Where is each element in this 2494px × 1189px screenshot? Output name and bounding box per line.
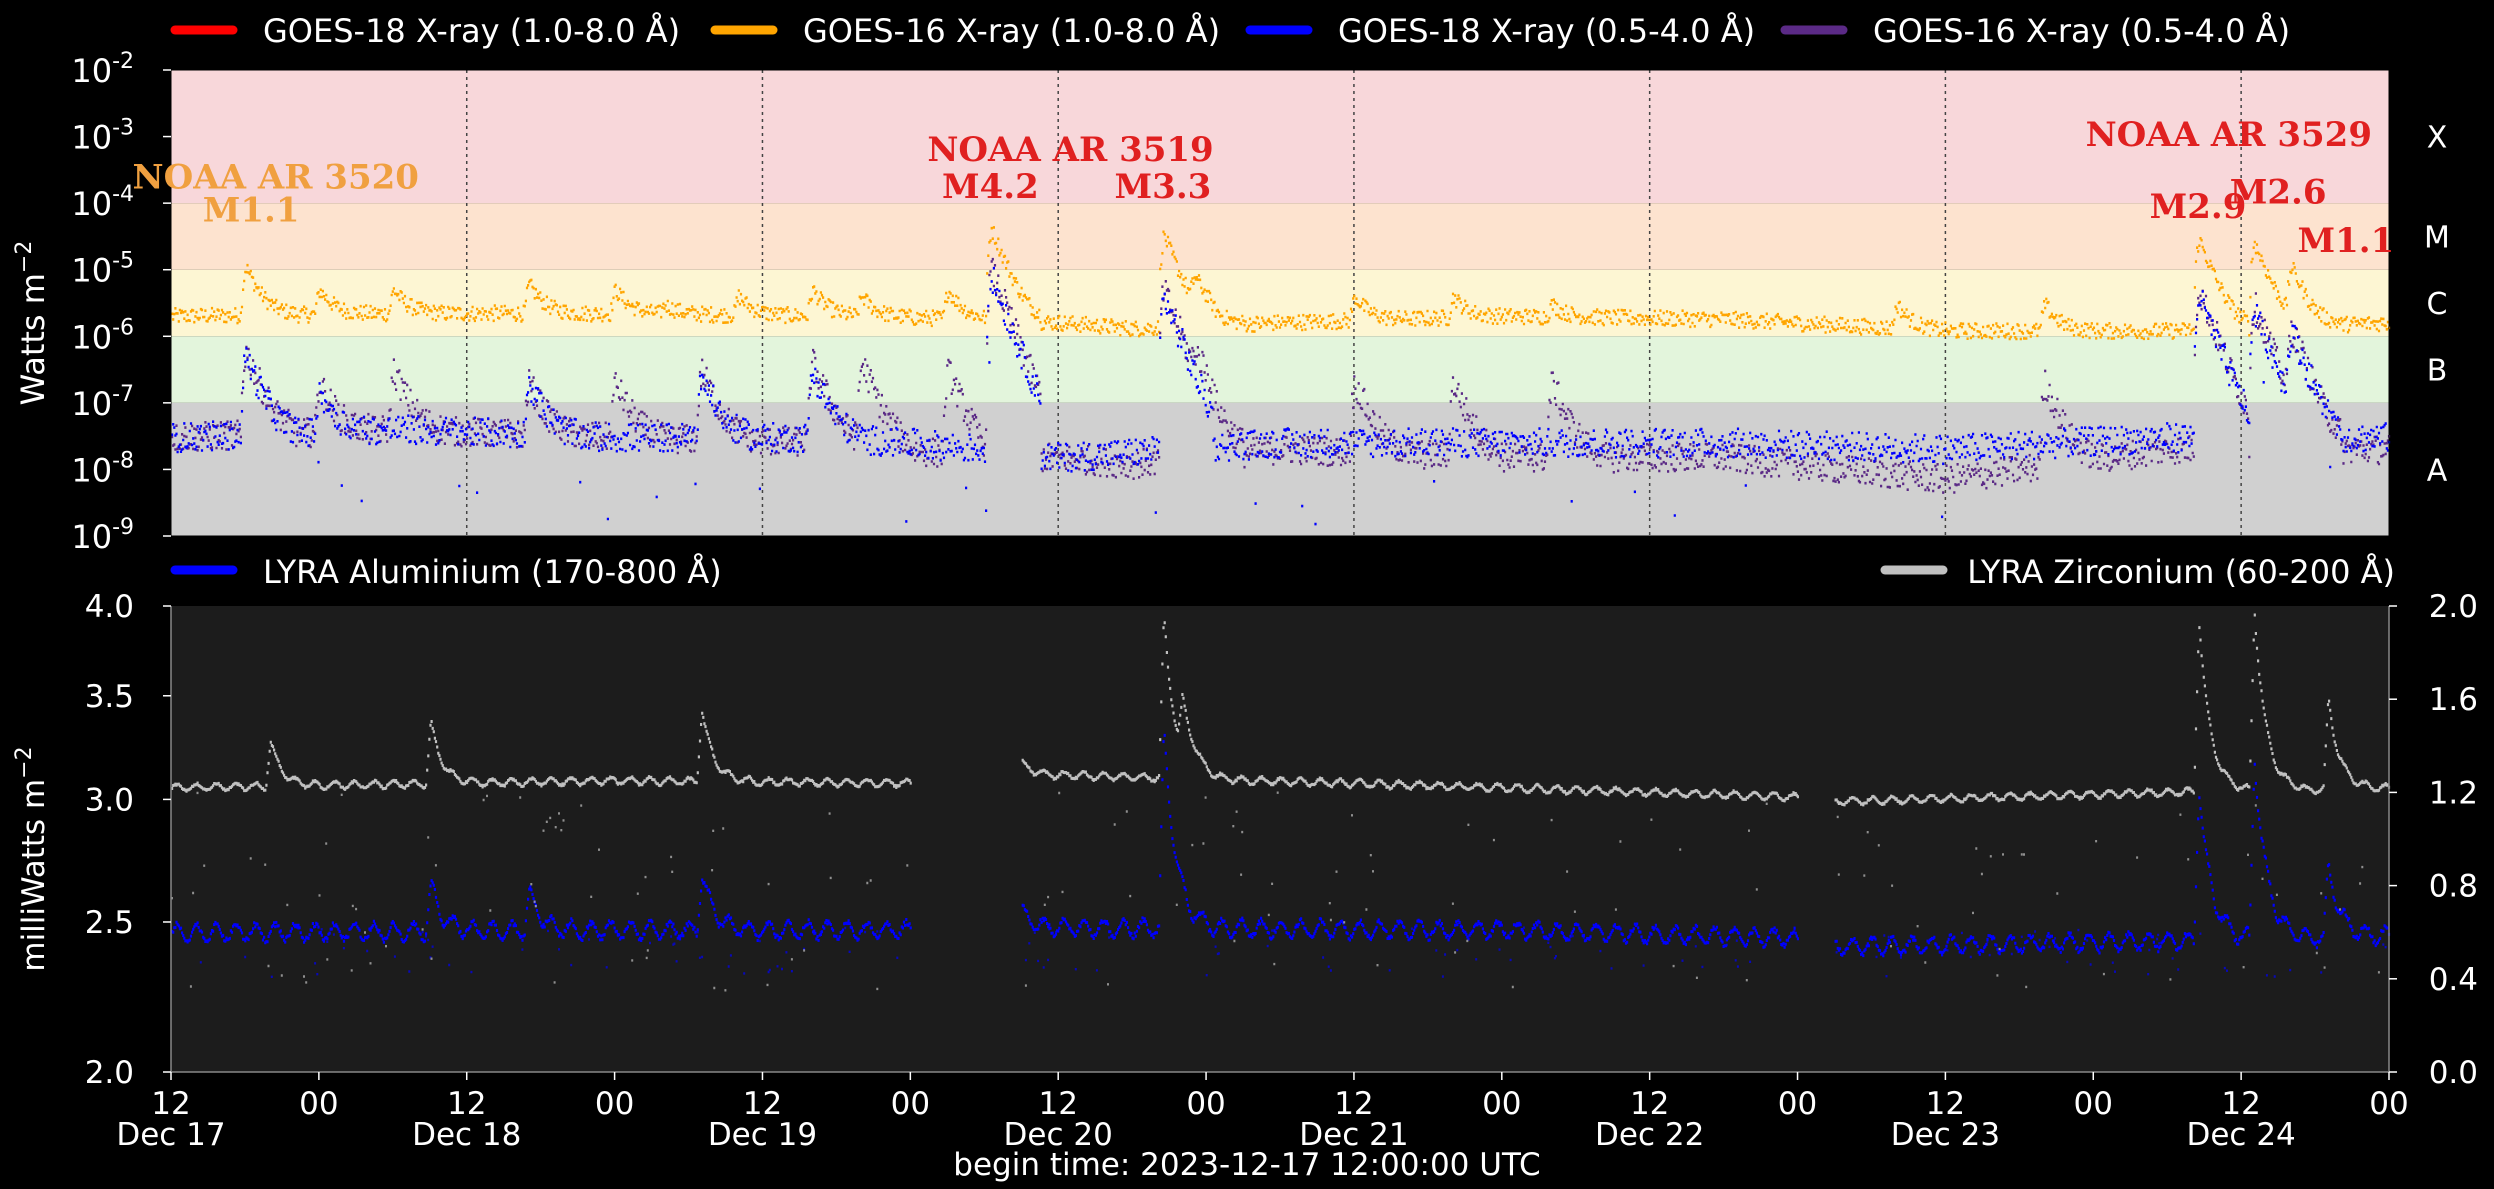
xtick-date-label: Dec 20 [1004,1117,1113,1153]
bottom-ytick-left-label: 3.5 [85,679,134,715]
xtick-label: 00 [1778,1086,1817,1122]
xtick-date-label: Dec 22 [1595,1117,1704,1153]
legend-label-1: GOES-16 X-ray (1.0-8.0 Å) [803,12,1220,50]
top-ytick-label: 10-4 [71,182,134,223]
top-frame [170,69,2390,537]
legend-label-0: GOES-18 X-ray (1.0-8.0 Å) [263,12,680,50]
bottom-series-scatter-1 [171,791,2380,992]
xtick-label: 12 [743,1086,782,1122]
flare-band-m [171,203,2389,270]
legend-label-aluminium: LYRA Aluminium (170-800 Å) [263,553,722,591]
xtick-label: 00 [2074,1086,2113,1122]
series-0 [171,226,2391,341]
flare-band-a [171,402,2389,536]
xtick-label: 12 [1926,1086,1965,1122]
annotation-1: M1.1 [203,191,300,231]
annotation-0: NOAA AR 3520 [133,158,419,198]
bottom-ytick-right-label: 0.0 [2429,1055,2478,1091]
top-ylabel: Watts m−2 [12,241,52,406]
annotation-7: M2.6 [2230,172,2327,212]
legend-label-3: GOES-16 X-ray (0.5-4.0 Å) [1873,12,2290,50]
xtick-label: 00 [595,1086,634,1122]
legend-label-2: GOES-18 X-ray (0.5-4.0 Å) [1338,12,1755,50]
annotation-3: M4.2 [942,167,1039,207]
annotation-8: M1.1 [2297,221,2394,261]
legend-label-zirconium: LYRA Zirconium (60-200 Å) [1967,553,2395,591]
top-ytick-label: 10-5 [71,249,134,290]
top-ytick-label: 10-7 [71,382,134,423]
xtick-label: 12 [1038,1086,1077,1122]
flare-band-b [171,336,2389,403]
series-points [171,266,2391,526]
bottom-ytick-right-label: 1.2 [2429,775,2478,811]
flare-band-x [171,70,2389,204]
xtick-label: 12 [151,1086,190,1122]
bottom-ytick-left-label: 4.0 [85,589,134,625]
flare-class-label-b: B [2427,354,2448,389]
top-ytick-label: 10-6 [71,315,134,356]
annotation-2: NOAA AR 3519 [927,130,1213,170]
xtick-label: 00 [891,1086,930,1122]
top-ytick-label: 10-8 [71,448,134,489]
begin-time-label: begin time: 2023-12-17 12:00:00 UTC [953,1147,1541,1183]
xtick-label: 12 [2221,1086,2260,1122]
xtick-date-label: Dec 18 [412,1117,521,1153]
xtick-label: 00 [2369,1086,2408,1122]
bottom-series-1 [171,613,2391,807]
xtick-label: 00 [299,1086,338,1122]
bottom-ytick-right-label: 0.8 [2429,869,2478,905]
xtick-date-label: Dec 17 [116,1117,225,1153]
series-2 [171,266,2391,526]
xtick-date-label: Dec 21 [1299,1117,1408,1153]
flare-class-label-m: M [2424,220,2450,255]
annotation-6: M2.9 [2150,187,2247,227]
bottom-ytick-right-label: 0.4 [2429,962,2478,998]
annotation-4: M3.3 [1115,167,1212,207]
bottom-ytick-left-label: 3.0 [85,782,134,818]
xtick-label: 00 [1482,1086,1521,1122]
flare-class-label-c: C [2427,287,2448,322]
bottom-ytick-right-label: 2.0 [2429,589,2478,625]
bottom-ylabel: milliWatts m−2 [12,746,52,971]
xtick-label: 12 [447,1086,486,1122]
bottom-ytick-left-label: 2.5 [85,905,134,941]
xtick-label: 12 [1334,1086,1373,1122]
top-ytick-label: 10-2 [71,49,134,90]
xtick-date-label: Dec 23 [1891,1117,2000,1153]
flare-class-label-x: X [2427,121,2448,156]
top-ytick-label: 10-9 [71,515,134,556]
bottom-plot-area [171,606,2389,1072]
xtick-label: 12 [1630,1086,1669,1122]
xtick-date-label: Dec 24 [2186,1117,2295,1153]
top-ytick-label: 10-3 [71,116,134,157]
bottom-ytick-left-label: 2.0 [85,1055,134,1091]
series-points [171,226,2391,341]
xtick-date-label: Dec 19 [708,1117,817,1153]
annotation-5: NOAA AR 3529 [2086,115,2372,155]
bottom-series-0 [171,733,2391,958]
bottom-ytick-right-label: 1.6 [2429,682,2478,718]
xtick-label: 00 [1186,1086,1225,1122]
flare-class-label-a: A [2427,453,2448,488]
